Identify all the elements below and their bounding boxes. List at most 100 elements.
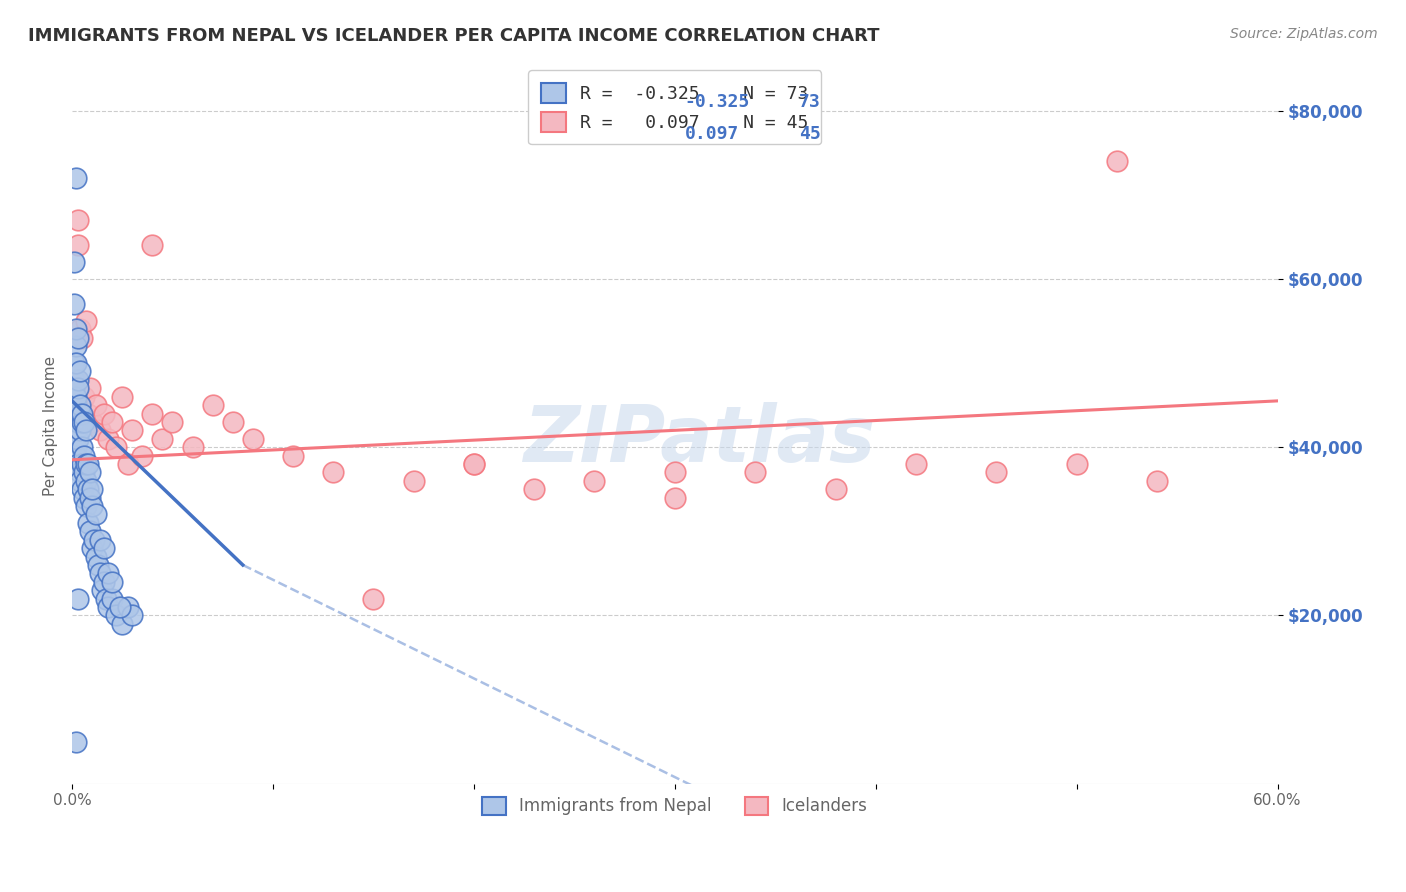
Point (79, 466, 101, 480)
Legend: Immigrants from Nepal, Icelanders: Immigrants from Nepal, Icelanders (472, 787, 877, 825)
Y-axis label: Per Capita Income: Per Capita Income (44, 356, 58, 496)
Point (91, 583, 114, 598)
Point (73, 415, 96, 429)
Point (82, 415, 104, 429)
Point (101, 574, 124, 589)
Point (84, 508, 107, 522)
Point (904, 457, 927, 471)
Point (65, 356, 87, 370)
Point (65, 449, 87, 463)
Point (93, 574, 115, 589)
Point (97, 600, 120, 615)
Point (152, 432, 174, 446)
Point (67, 415, 90, 429)
Point (82, 482, 104, 496)
Point (65, 373, 87, 387)
Point (70, 482, 93, 496)
Point (63, 356, 86, 370)
Point (121, 608, 143, 623)
Point (77, 407, 100, 421)
Point (105, 440, 128, 454)
Point (242, 432, 264, 446)
Point (523, 482, 546, 496)
Point (63, 255, 86, 269)
Text: 73: 73 (799, 93, 821, 112)
Point (63, 297, 86, 311)
Point (101, 415, 124, 429)
Point (67, 213, 90, 227)
Point (69, 364, 91, 378)
Point (65, 322, 87, 336)
Text: 0.097: 0.097 (685, 125, 738, 144)
Point (463, 457, 485, 471)
Point (65, 390, 87, 404)
Point (121, 423, 143, 437)
Point (82, 541, 104, 556)
Point (97, 566, 120, 581)
Point (824, 482, 846, 496)
Point (222, 415, 245, 429)
Point (77, 516, 100, 530)
Text: ZIPatlas: ZIPatlas (523, 402, 875, 478)
Point (131, 449, 153, 463)
Point (63, 407, 86, 421)
Point (93, 541, 115, 556)
Point (162, 415, 184, 429)
Point (69, 474, 91, 488)
Point (583, 474, 606, 488)
Point (82, 499, 104, 513)
Point (101, 591, 124, 606)
Point (75, 474, 97, 488)
Point (69, 423, 91, 437)
Point (73, 466, 96, 480)
Point (69, 322, 91, 336)
Point (67, 432, 90, 446)
Point (281, 449, 304, 463)
Point (83, 533, 105, 547)
Point (1146, 474, 1168, 488)
Point (79, 524, 101, 539)
Point (89, 423, 111, 437)
Point (201, 398, 224, 412)
Point (65, 398, 87, 412)
Point (363, 591, 385, 606)
Point (70, 440, 93, 454)
Point (77, 457, 100, 471)
Point (664, 491, 686, 505)
Point (70, 457, 93, 471)
Point (65, 423, 87, 437)
Point (1105, 154, 1128, 169)
Point (69, 398, 91, 412)
Point (664, 466, 686, 480)
Point (67, 381, 90, 395)
Point (97, 432, 120, 446)
Point (65, 734, 87, 748)
Point (79, 381, 101, 395)
Point (402, 474, 425, 488)
Point (84, 398, 107, 412)
Point (89, 566, 111, 581)
Point (75, 499, 97, 513)
Point (67, 373, 90, 387)
Point (89, 533, 111, 547)
Point (322, 466, 344, 480)
Point (65, 440, 87, 454)
Point (117, 600, 139, 615)
Point (84, 549, 107, 564)
Point (105, 608, 128, 623)
Point (87, 558, 110, 572)
Point (67, 591, 90, 606)
Text: -0.325: -0.325 (685, 93, 749, 112)
Point (63, 415, 86, 429)
Point (75, 314, 97, 328)
Point (744, 466, 766, 480)
Point (463, 457, 485, 471)
Point (69, 407, 91, 421)
Point (73, 491, 96, 505)
Point (110, 600, 132, 615)
Point (63, 381, 86, 395)
Text: 45: 45 (799, 125, 821, 144)
Point (63, 373, 86, 387)
Point (73, 390, 96, 404)
Point (1066, 457, 1088, 471)
